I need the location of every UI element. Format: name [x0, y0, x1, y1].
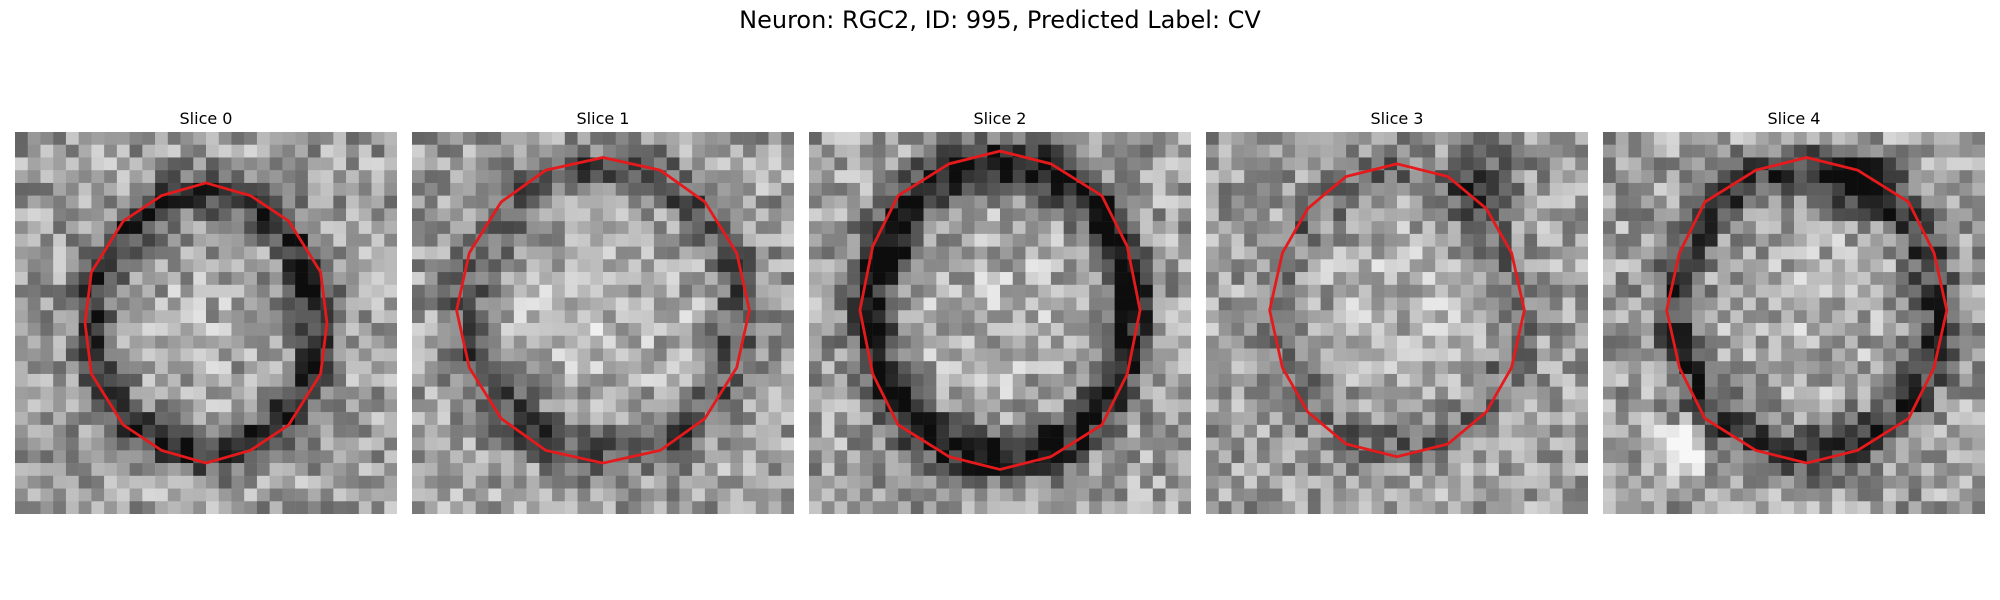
pixel-grid [15, 132, 397, 514]
slice-panel-3: Slice 3 [1206, 108, 1588, 514]
slice-title: Slice 3 [1370, 109, 1424, 128]
slice-image [1206, 132, 1588, 514]
slice-image [1603, 132, 1985, 514]
cell-contour [858, 149, 1142, 471]
slice-title: Slice 2 [973, 109, 1027, 128]
slice-title: Slice 1 [576, 109, 630, 128]
pixel-grid [1603, 132, 1985, 514]
slice-image [412, 132, 794, 514]
cell-contour [83, 181, 329, 465]
cell-contour [1268, 162, 1526, 459]
slice-panel-0: Slice 0 [15, 108, 397, 514]
pixel-grid [1206, 132, 1588, 514]
figure-title: Neuron: RGC2, ID: 995, Predicted Label: … [739, 6, 1261, 34]
slice-title: Slice 0 [179, 109, 233, 128]
cell-contour [455, 156, 751, 465]
slice-title: Slice 4 [1767, 109, 1821, 128]
slice-panel-1: Slice 1 [412, 108, 794, 514]
slice-image [809, 132, 1191, 514]
slice-panel-4: Slice 4 [1603, 108, 1985, 514]
slice-panel-2: Slice 2 [809, 108, 1191, 514]
pixel-grid [412, 132, 794, 514]
slice-image [15, 132, 397, 514]
cell-contour [1665, 156, 1949, 465]
pixel-grid [809, 132, 1191, 514]
